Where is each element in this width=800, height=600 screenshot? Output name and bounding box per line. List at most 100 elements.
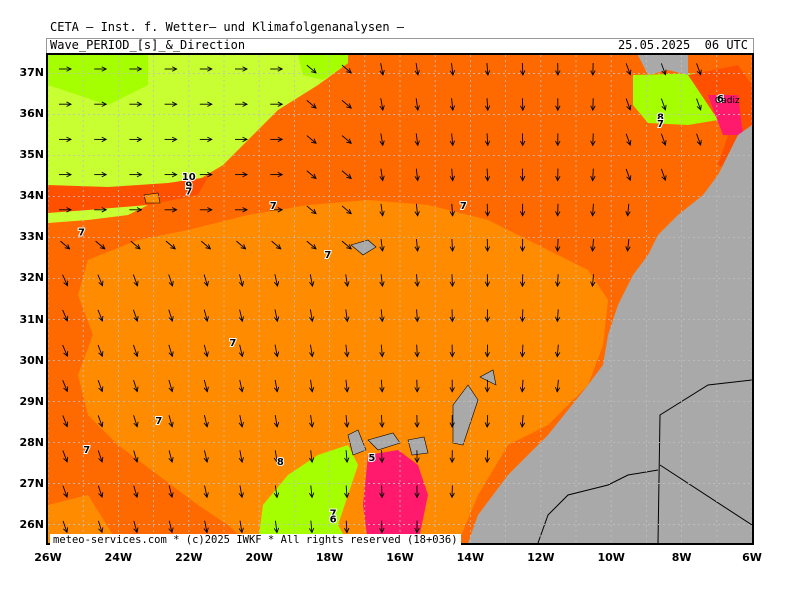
direction-arrow	[555, 238, 561, 252]
period-label: 10	[182, 172, 196, 183]
direction-arrow	[270, 171, 284, 178]
direction-arrow	[590, 62, 596, 76]
direction-arrow	[484, 379, 491, 393]
direction-arrow	[379, 309, 385, 323]
direction-arrow	[379, 203, 385, 217]
city-label-cadiz: Cadiz	[715, 96, 740, 106]
period-label: 9	[185, 180, 192, 191]
longitude-tick-label: 10W	[597, 551, 625, 564]
direction-arrow	[625, 63, 632, 76]
direction-arrow	[238, 309, 245, 323]
direction-arrow	[199, 207, 213, 213]
direction-arrow	[484, 203, 491, 217]
period-band-5-6	[363, 450, 428, 543]
direction-arrow	[379, 238, 385, 252]
latitude-tick-label: 30N	[19, 353, 44, 367]
wave-direction-arrows	[59, 62, 702, 534]
direction-arrow	[449, 485, 455, 499]
island-gran-canaria	[407, 436, 429, 456]
direction-arrow	[484, 98, 491, 112]
direction-arrow	[273, 520, 280, 534]
direction-arrow	[94, 171, 108, 178]
direction-arrow	[59, 136, 72, 143]
direction-arrow	[94, 207, 108, 213]
direction-arrow	[660, 168, 667, 182]
direction-arrow	[95, 240, 106, 250]
period-label: 7	[83, 445, 90, 456]
direction-arrow	[379, 274, 385, 288]
direction-arrow	[379, 485, 385, 499]
direction-arrow	[590, 133, 596, 147]
longitude-tick-label: 14W	[456, 551, 485, 564]
latitude-tick-label: 36N	[19, 107, 44, 121]
direction-arrow	[168, 485, 174, 499]
longitude-tick-label: 26W	[34, 551, 62, 564]
valid-datetime: 25.05.2025 06 UTC	[617, 38, 748, 52]
direction-arrow	[273, 344, 280, 358]
direction-arrow	[414, 168, 420, 182]
direction-arrow	[484, 450, 490, 464]
subtitle-bar	[46, 38, 754, 53]
direction-arrow	[62, 309, 69, 322]
direction-arrow	[625, 203, 631, 217]
direction-arrow	[238, 274, 245, 287]
direction-arrow	[449, 309, 455, 323]
direction-arrow	[590, 274, 596, 288]
longitude-tick-label: 16W	[386, 551, 414, 564]
period-label: 7	[324, 250, 331, 261]
direction-arrow	[696, 63, 702, 76]
direction-arrow	[341, 205, 352, 215]
period-label: 7	[185, 186, 192, 197]
direction-arrow	[379, 98, 385, 112]
direction-arrow	[270, 207, 284, 213]
direction-arrow	[203, 274, 209, 287]
period-label: 7	[460, 201, 467, 212]
direction-arrow	[59, 66, 72, 72]
direction-arrow	[414, 203, 420, 217]
lat-lon-grid	[48, 55, 752, 543]
direction-arrow	[555, 98, 561, 112]
direction-arrow	[306, 99, 317, 109]
direction-arrow	[129, 207, 143, 213]
direction-arrow	[129, 136, 143, 143]
direction-arrow	[414, 485, 420, 499]
island-madeira	[350, 239, 377, 256]
direction-arrow	[62, 274, 69, 287]
latitude-tick-label: 29N	[19, 394, 44, 408]
direction-arrow	[341, 99, 352, 109]
direction-arrow	[625, 168, 632, 182]
direction-arrow	[97, 485, 104, 499]
direction-arrow	[235, 207, 248, 213]
direction-arrow	[273, 450, 280, 464]
direction-arrow	[273, 415, 280, 428]
period-label: 6	[330, 514, 337, 525]
direction-arrow	[449, 344, 455, 358]
direction-arrow	[97, 415, 104, 428]
direction-arrow	[344, 379, 350, 393]
direction-arrow	[168, 450, 174, 463]
direction-arrow	[238, 485, 244, 499]
direction-arrow	[554, 379, 561, 393]
direction-arrow	[379, 450, 385, 464]
map-title: CETA — Inst. f. Wetter— und Klimafolgena…	[50, 20, 405, 34]
direction-arrow	[344, 309, 350, 323]
direction-arrow	[309, 379, 315, 393]
direction-arrow	[379, 379, 385, 393]
copyright-footer: meteo-services.com * (c)2025 IWKF * All …	[50, 534, 461, 546]
direction-arrow	[238, 450, 244, 464]
direction-arrow	[62, 380, 69, 393]
latitude-tick-label: 28N	[19, 435, 44, 449]
direction-arrow	[270, 136, 284, 143]
island-tenerife	[367, 432, 401, 451]
direction-arrow	[344, 344, 350, 358]
map-subtitle: Wave_PERIOD_[s]_&_Direction	[50, 38, 246, 52]
direction-arrow	[129, 66, 143, 72]
period-label: 7	[78, 227, 85, 238]
direction-arrow	[555, 133, 561, 147]
direction-arrow	[306, 240, 317, 250]
latitude-tick-label: 31N	[19, 312, 44, 326]
direction-arrow	[414, 344, 420, 358]
longitude-tick-label: 18W	[315, 551, 344, 564]
land-mass	[143, 55, 752, 543]
